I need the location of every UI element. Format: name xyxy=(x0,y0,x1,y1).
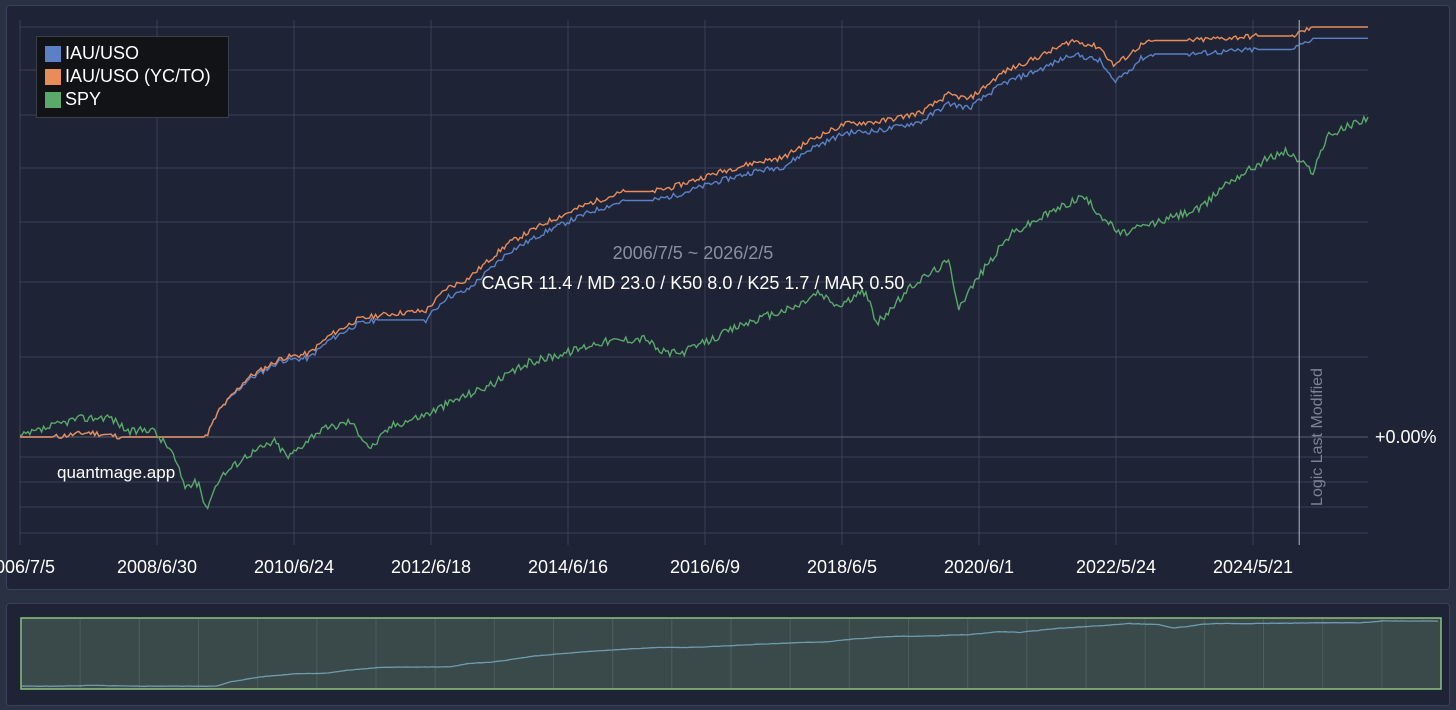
chart-panel xyxy=(6,5,1450,590)
x-tick-label: 2014/6/16 xyxy=(528,557,608,577)
date-range-label: 2006/7/5 ~ 2026/2/5 xyxy=(612,243,774,263)
main-chart: 2006/7/5 2008/6/30 2010/6/24 2012/6/18 2014/… xyxy=(0,20,1369,577)
stats-summary: CAGR 11.4 / MD 23.0 / K50 8.0 / K25 1.7 … xyxy=(481,273,905,293)
watermark: quantmage.app xyxy=(57,463,176,482)
legend-item-spy[interactable]: SPY xyxy=(45,88,228,111)
x-tick-label: 2006/7/5 xyxy=(0,557,55,577)
legend-item-iau-uso-yc-to[interactable]: IAU/USO (YC/TO) xyxy=(45,65,228,88)
legend-swatch xyxy=(45,45,61,62)
legend-item-iau-uso[interactable]: IAU/USO xyxy=(45,42,228,65)
legend-swatch xyxy=(45,91,61,108)
x-tick-label: 2016/6/9 xyxy=(670,557,740,577)
x-tick-label: 2010/6/24 xyxy=(254,557,334,577)
legend-label: IAU/USO (YC/TO) xyxy=(65,66,211,86)
x-axis-ticks: 2006/7/5 2008/6/30 2010/6/24 2012/6/18 2014/… xyxy=(0,557,1293,577)
legend-swatch xyxy=(45,68,61,85)
logic-last-modified-label: Logic Last Modified xyxy=(1309,368,1326,506)
legend: IAU/USO IAU/USO (YC/TO) SPY xyxy=(36,36,229,118)
legend-label: IAU/USO xyxy=(65,43,140,63)
x-tick-label: 2008/6/30 xyxy=(117,557,197,577)
reference-percent-label: +0.00% xyxy=(1375,427,1437,447)
series-lines xyxy=(19,26,1369,510)
legend-label: SPY xyxy=(65,89,102,109)
navigator-grid xyxy=(79,619,1383,688)
navigator-series-line xyxy=(20,620,1438,687)
series-line-spy xyxy=(19,114,1369,510)
x-tick-label: 2022/5/24 xyxy=(1076,557,1156,577)
x-tick-label: 2024/5/21 xyxy=(1213,557,1293,577)
logic-last-modified-label-wrap: Logic Last Modified xyxy=(1309,368,1327,508)
series-line-iau-uso xyxy=(20,37,1368,440)
series-line-iau-uso-yc-to xyxy=(20,26,1368,440)
x-tick-label: 2020/6/1 xyxy=(944,557,1014,577)
x-tick-label: 2012/6/18 xyxy=(391,557,471,577)
navigator-chart[interactable] xyxy=(0,600,1456,710)
x-tick-label: 2018/6/5 xyxy=(807,557,877,577)
grid xyxy=(19,20,1368,545)
